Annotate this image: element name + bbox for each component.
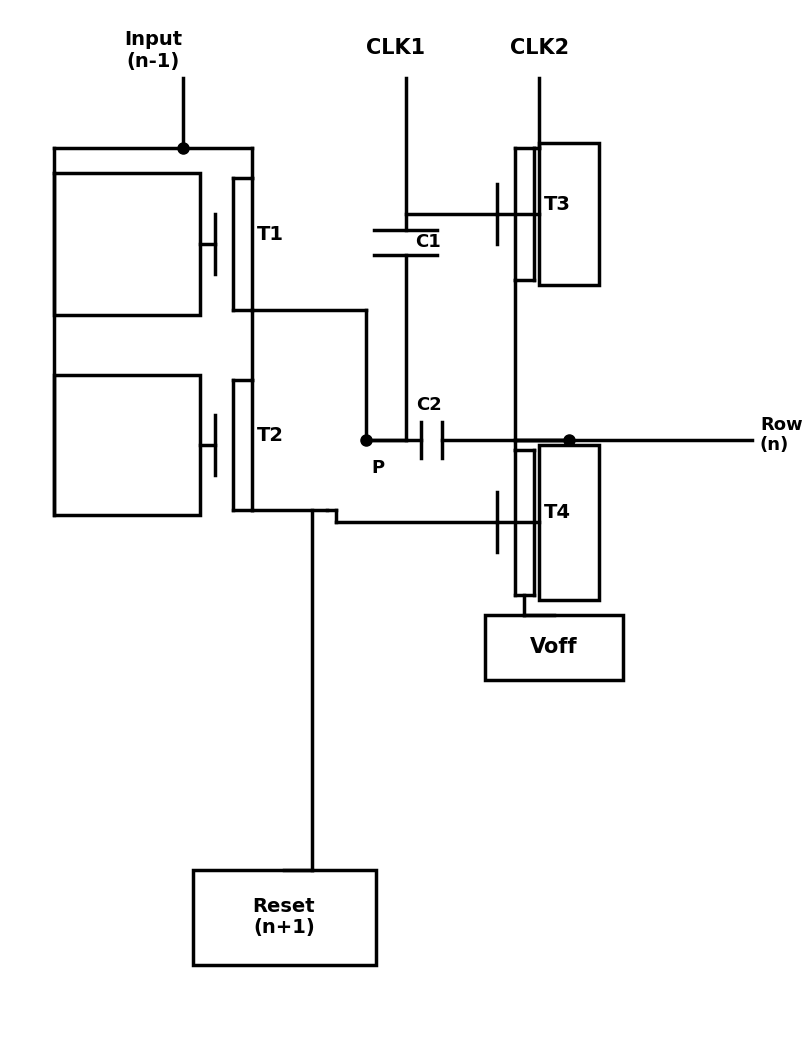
Text: T3: T3 bbox=[543, 194, 570, 213]
Text: C2: C2 bbox=[416, 396, 442, 414]
Bar bbox=[54, 173, 200, 315]
Text: CLK1: CLK1 bbox=[366, 38, 425, 58]
Text: T4: T4 bbox=[543, 502, 570, 521]
Bar bbox=[539, 445, 598, 600]
Text: CLK2: CLK2 bbox=[509, 38, 569, 58]
Text: Reset
(n+1): Reset (n+1) bbox=[252, 896, 315, 937]
Text: P: P bbox=[371, 459, 384, 477]
Text: Voff: Voff bbox=[530, 636, 577, 657]
Text: Input
(n-1): Input (n-1) bbox=[124, 29, 182, 71]
Text: T1: T1 bbox=[257, 225, 284, 243]
Text: Row
(n): Row (n) bbox=[759, 416, 801, 454]
Text: T2: T2 bbox=[257, 425, 284, 444]
Bar bbox=[539, 144, 598, 285]
Bar bbox=[484, 615, 623, 680]
Bar bbox=[193, 870, 375, 965]
Bar bbox=[54, 375, 200, 515]
Text: C1: C1 bbox=[415, 233, 441, 251]
